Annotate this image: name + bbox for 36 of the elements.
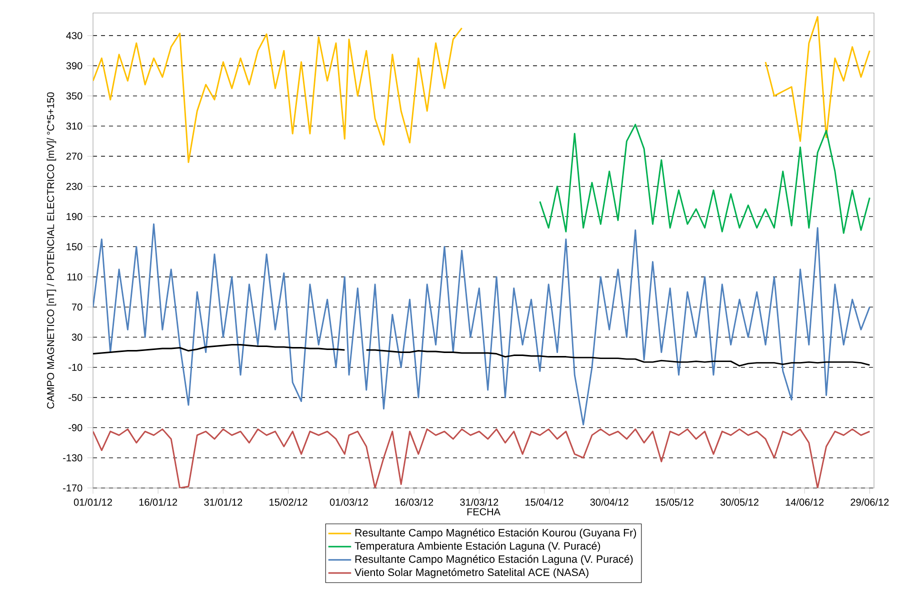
y-tick-label: -10	[68, 364, 82, 371]
y-tick-label: 110	[67, 273, 82, 280]
x-tick-label: 15/02/12	[270, 498, 308, 506]
y-tick-label: -90	[68, 424, 82, 432]
y-axis-title: CAMPO MAGNETICO [nT] / POTENCIAL ELECTRICO [mV]/ °C*5+150	[46, 92, 56, 409]
line-series	[539, 124, 870, 234]
legend-label: Viento Solar Magnetómetro Satelital ACE (NASA)	[354, 568, 588, 578]
y-tick-label: 230	[66, 182, 82, 190]
y-tick-label: 350	[66, 92, 82, 100]
y-tick-label: 310	[66, 122, 82, 130]
y-tick-label: 270	[66, 152, 82, 160]
x-tick-label: 15/05/12	[656, 498, 694, 506]
x-tick-label: 16/03/12	[395, 498, 434, 506]
y-tick-label: 70	[72, 303, 82, 311]
x-tick-label: 01/01/12	[74, 498, 112, 506]
y-tick-label: -130	[63, 454, 82, 462]
y-tick-label: -170	[63, 484, 82, 492]
x-tick-label: 16/01/12	[139, 498, 178, 506]
x-tick-label: 31/03/12	[460, 498, 498, 506]
y-tick-label: 150	[66, 243, 82, 250]
x-tick-label: 30/04/12	[590, 498, 628, 506]
x-tick-label: 15/04/12	[526, 498, 564, 506]
legend-label: Resultante Campo Magnético Estación Kourou (Guyana Fr)	[355, 528, 636, 539]
y-tick-label: 190	[66, 213, 82, 220]
y-tick-label: 430	[66, 32, 82, 40]
x-tick-label: 30/05/12	[720, 498, 758, 506]
y-tick-label: -50	[68, 394, 82, 402]
legend-label: Temperatura Ambiente Estación Laguna (V. Puracé)	[354, 542, 600, 552]
x-axis-title: FECHA	[467, 508, 500, 516]
x-tick-label: 29/06/12	[850, 498, 889, 506]
x-tick-label: 31/01/12	[204, 498, 242, 506]
legend-label: Resultante Campo Magnético Estación Laguna (V. Puracé)	[355, 554, 633, 565]
y-tick-label: 30	[72, 334, 82, 341]
y-tick-label: 390	[66, 62, 82, 70]
x-tick-label: 01/03/12	[330, 498, 368, 506]
x-tick-label: 14/06/12	[786, 498, 824, 506]
